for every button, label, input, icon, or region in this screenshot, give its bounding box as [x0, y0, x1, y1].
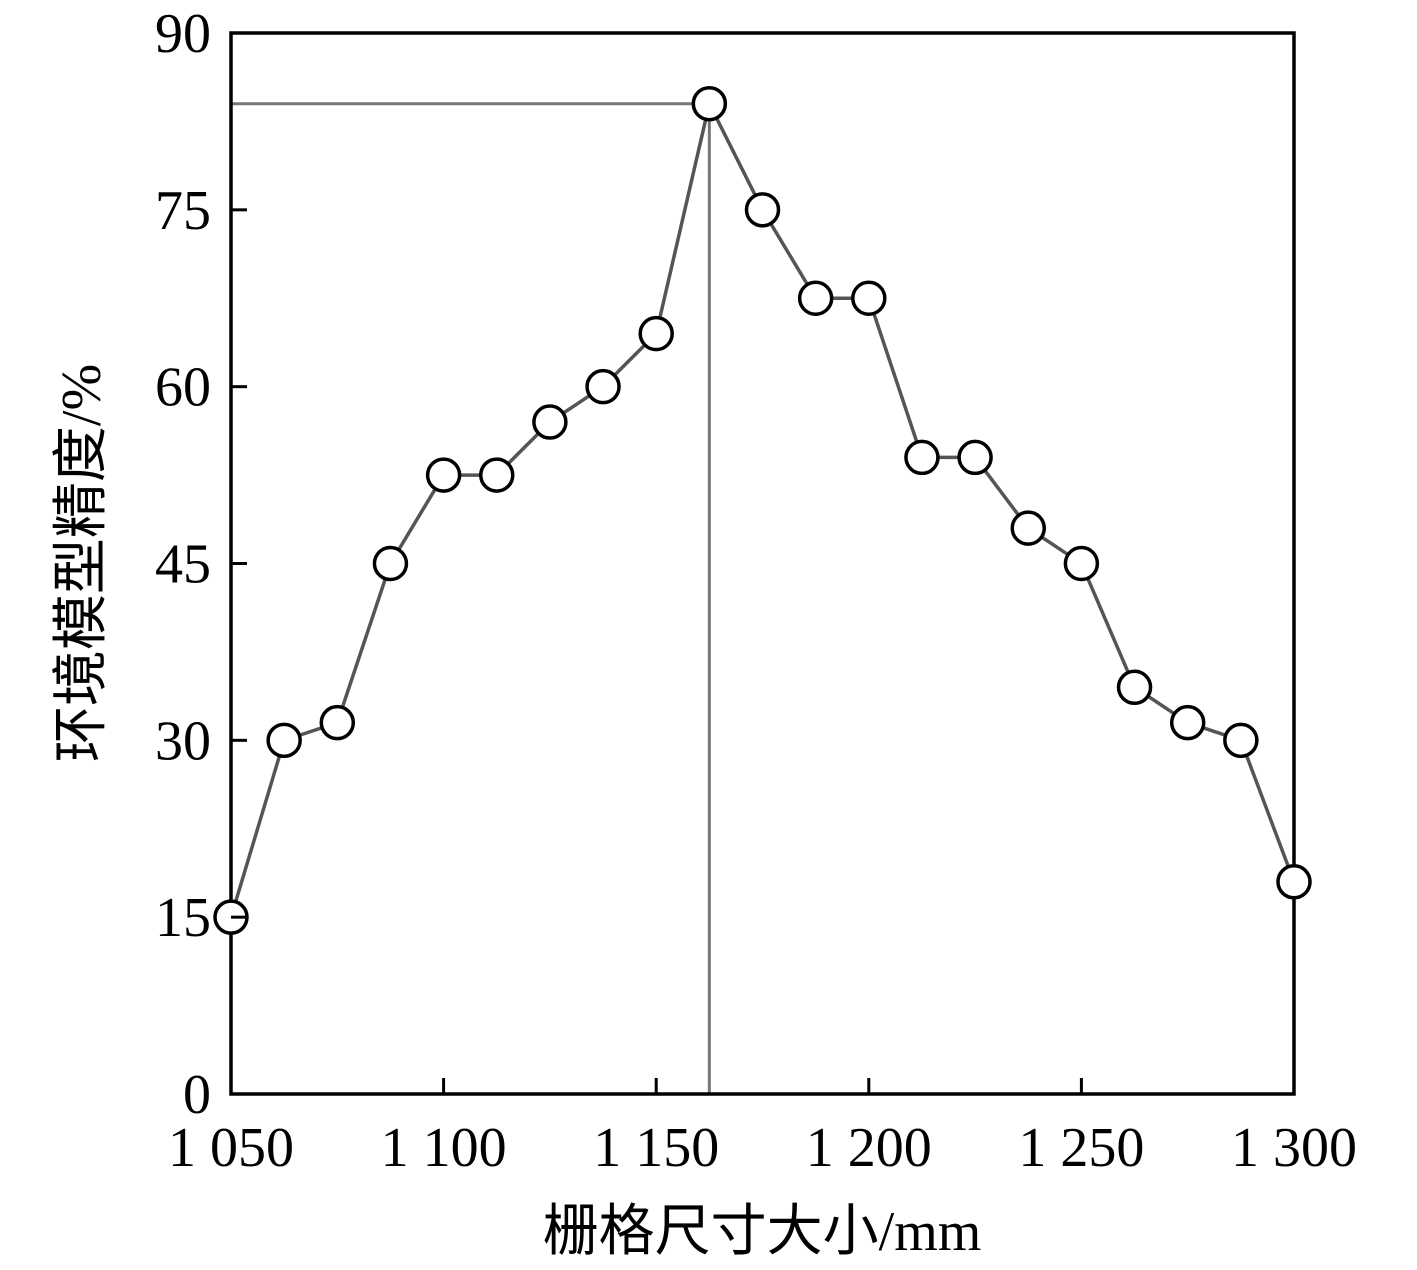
axis-ticks — [229, 31, 1296, 1096]
data-point — [266, 722, 302, 759]
data-point — [479, 457, 515, 493]
data-point — [957, 439, 993, 476]
data-point — [1276, 864, 1312, 900]
data-point — [744, 192, 781, 228]
data-point — [319, 704, 356, 741]
y-tick-label: 45 — [155, 534, 211, 596]
x-tick-label: 1 250 — [1018, 1117, 1144, 1179]
data-point — [691, 85, 728, 122]
data-point — [797, 280, 834, 316]
y-tick-label: 60 — [155, 357, 211, 419]
y-tick-label: 0 — [183, 1064, 211, 1126]
y-tick-label: 15 — [155, 887, 211, 949]
data-point — [904, 439, 940, 476]
y-axis-title: 环境模型精度/% — [51, 364, 113, 762]
x-tick-label: 1 050 — [168, 1117, 294, 1179]
y-tick-label: 75 — [155, 180, 211, 242]
data-point — [1169, 704, 1206, 741]
tick-labels: 0 15 30 45 60 75 90 1 050 1 100 1 150 1 200 1 250 1 … — [155, 3, 1357, 1179]
x-tick-label: 1 200 — [806, 1117, 932, 1179]
data-point — [425, 457, 462, 493]
data-point — [1223, 722, 1259, 759]
y-tick-label: 90 — [155, 3, 211, 65]
data-point — [372, 545, 409, 582]
data-point — [532, 404, 568, 440]
x-axis-title: 栅格尺寸大小/mm — [543, 1201, 982, 1263]
data-point — [638, 315, 674, 352]
x-tick-label: 1 150 — [593, 1117, 719, 1179]
x-tick-label: 1 300 — [1231, 1117, 1357, 1179]
data-point — [851, 280, 887, 316]
plot-area — [213, 31, 1312, 1096]
data-point — [1010, 510, 1046, 546]
x-tick-label: 1 100 — [381, 1117, 507, 1179]
y-tick-label: 30 — [155, 710, 211, 772]
data-point — [1116, 669, 1153, 706]
data-point — [585, 368, 621, 405]
data-point — [1063, 545, 1100, 582]
